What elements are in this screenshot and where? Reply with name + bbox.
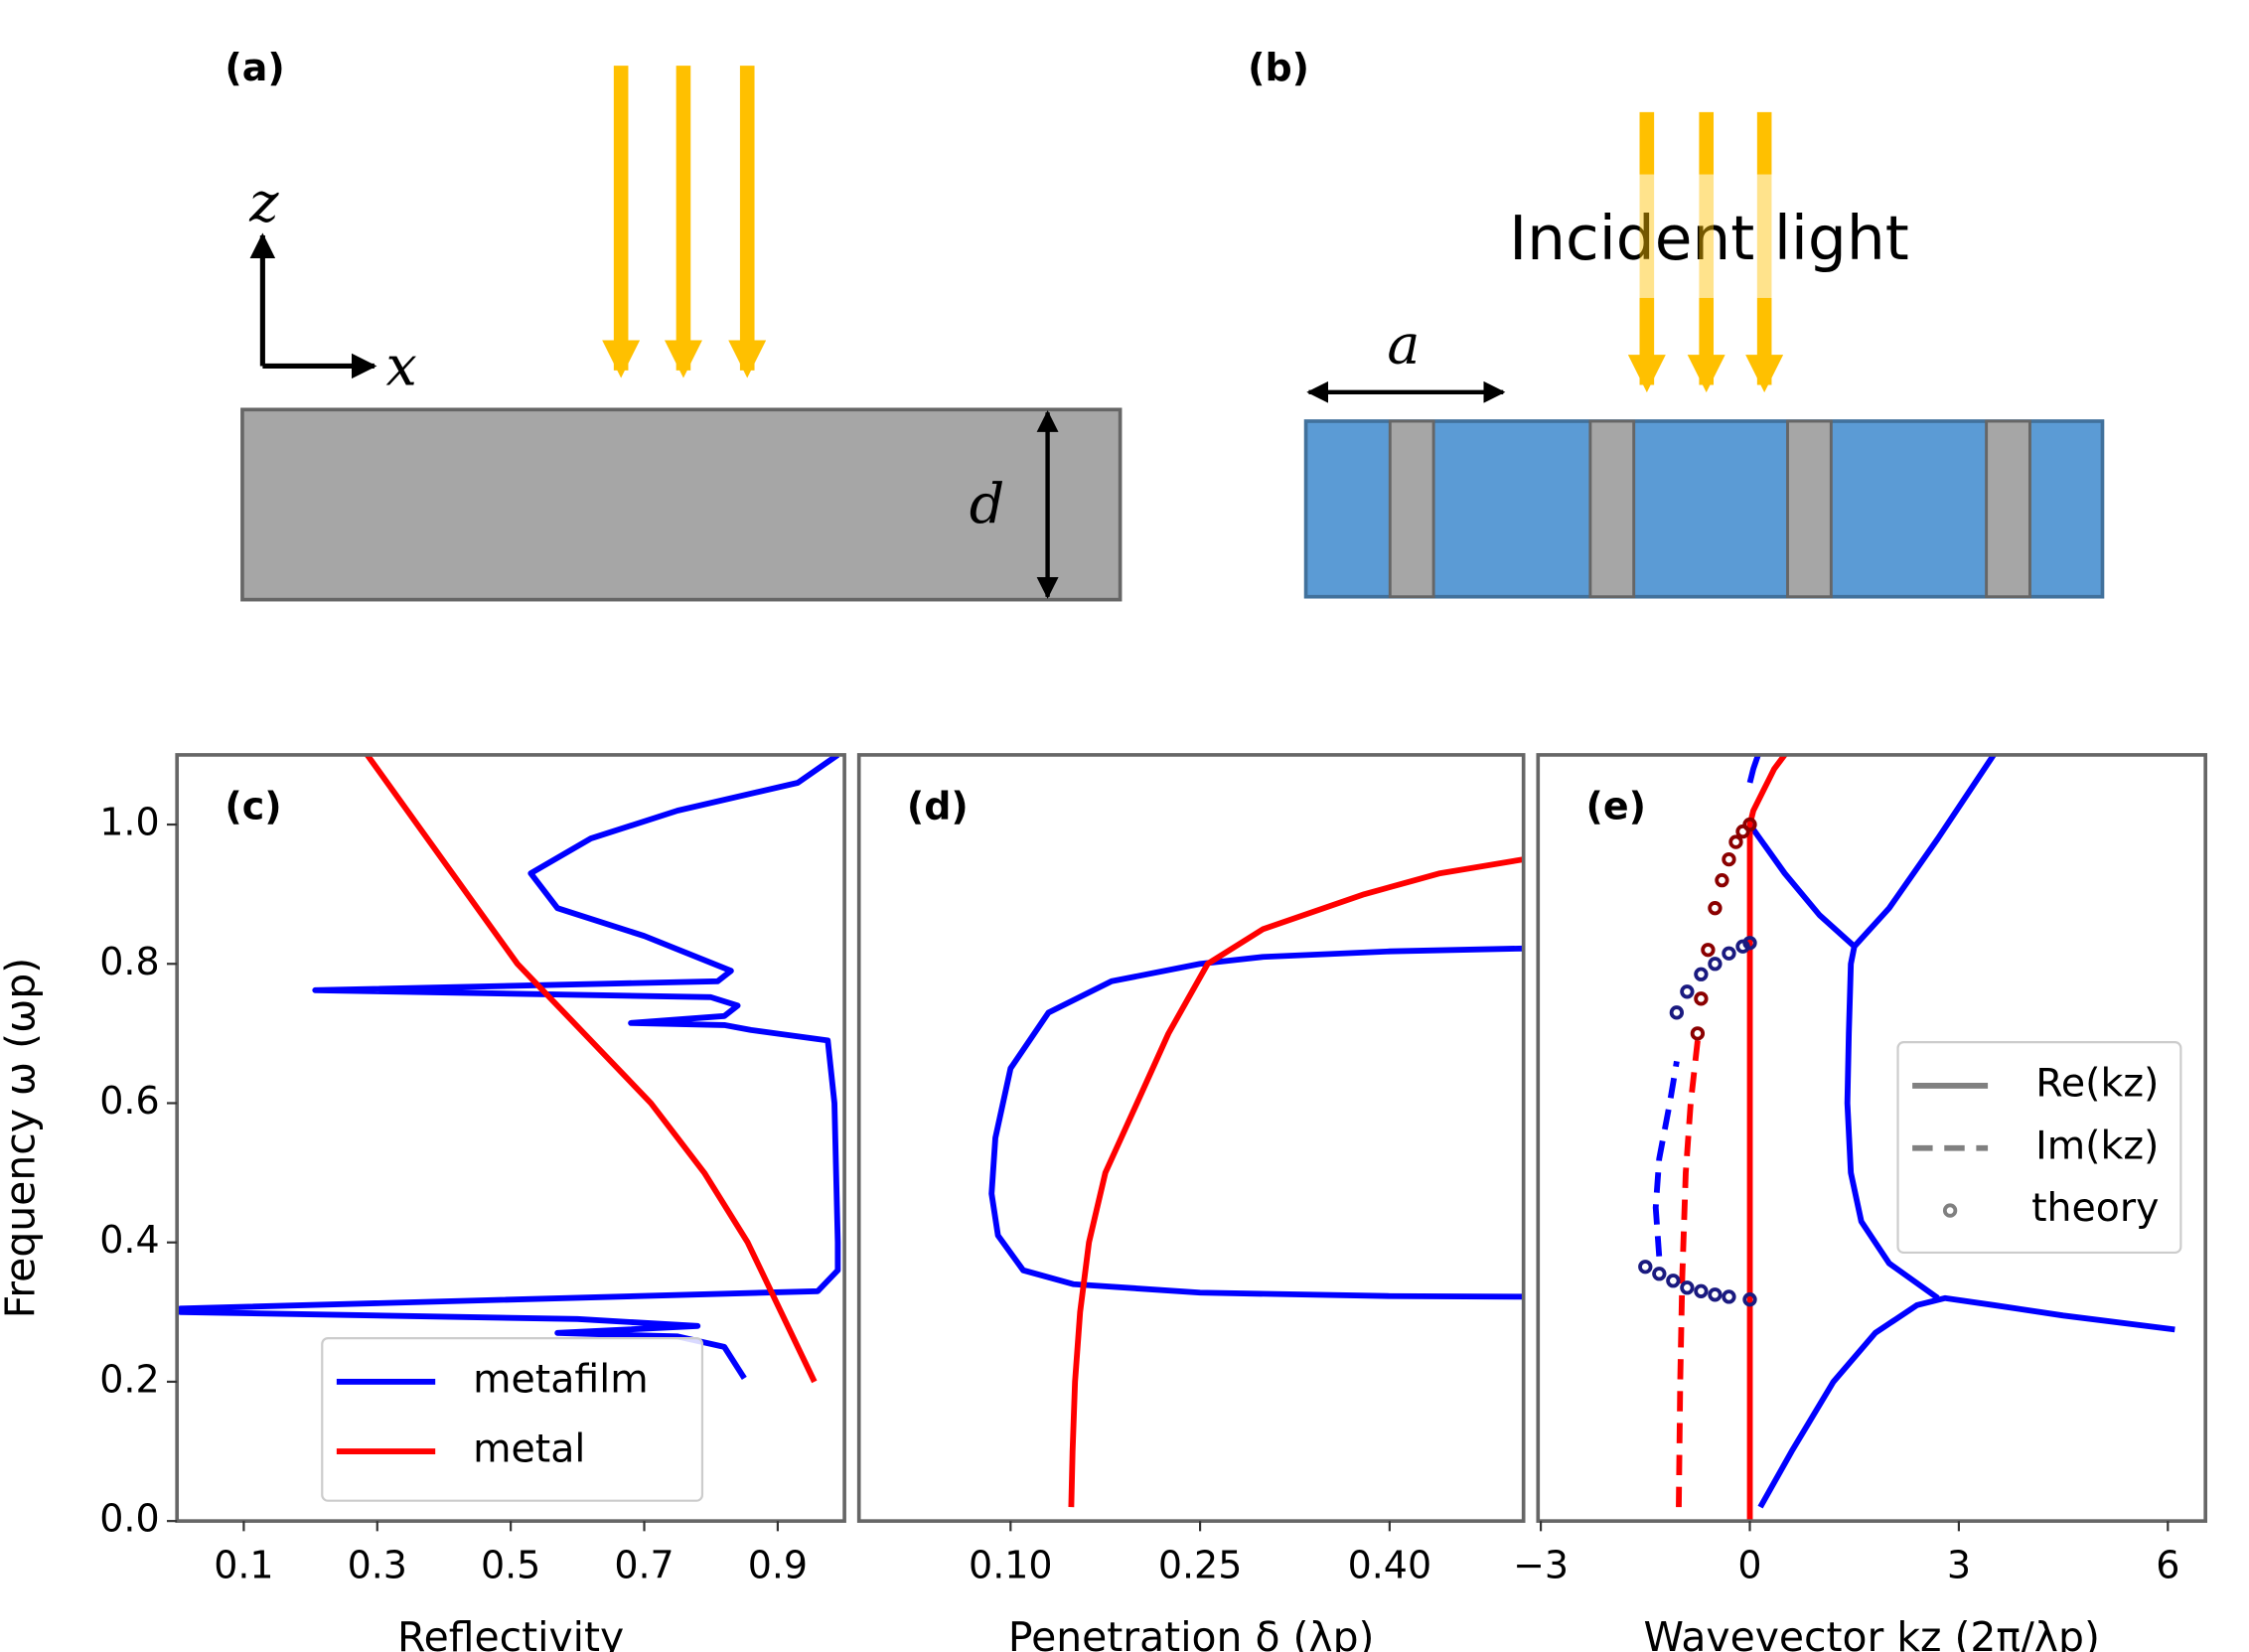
data-line: [365, 754, 818, 1384]
diagram-a: (a) z x d: [225, 46, 1123, 602]
x-tick-label: 0.5: [481, 1543, 540, 1586]
theory-marker: [1722, 946, 1736, 961]
theory-marker: [1669, 1005, 1685, 1020]
metal-strip: [1388, 419, 1435, 599]
data-line: [1844, 946, 1940, 1301]
z-label: z: [248, 170, 279, 234]
legend-label: metal: [473, 1427, 585, 1472]
panel-label: (c): [225, 784, 281, 827]
y-axis-label: Frequency ω (ωp): [0, 958, 44, 1318]
incident-light-label: Incident light: [1509, 204, 1909, 274]
x-tick-label: 0.25: [1158, 1543, 1243, 1586]
y-tick-label: 1.0: [99, 801, 159, 844]
x-tick-label: 0.1: [214, 1543, 273, 1586]
panel-label: (d): [907, 784, 969, 827]
plot-frame: [856, 753, 1526, 1523]
panel-label: (a): [225, 46, 284, 89]
data-line: [177, 754, 841, 1380]
theory-marker: [1708, 957, 1723, 972]
metal-strip: [1985, 419, 2031, 599]
x-tick-label: 0.7: [614, 1543, 674, 1586]
y-tick-label: 0.6: [99, 1079, 159, 1123]
theory-marker: [1652, 1267, 1667, 1281]
y-tick-label: 0.2: [99, 1357, 159, 1401]
theory-marker: [1722, 1289, 1736, 1304]
x-label: x: [386, 334, 417, 398]
x-tick-label: 0: [1737, 1543, 1761, 1586]
theory-marker: [1715, 872, 1729, 888]
chart: 0.10 0.25 0.40 (d) Penetration δ (λp): [856, 753, 1526, 1652]
legend-marker: [1942, 1203, 1958, 1218]
thickness-label: d: [970, 472, 1005, 536]
panel-label: (e): [1585, 784, 1645, 827]
chart: 0.1 0.3 0.5 0.7 0.9 0.0 0.2 0.4 0.6 0.8 1.0 (c) Refl…: [0, 753, 846, 1652]
legend-box: [1896, 1041, 2182, 1255]
diagram-b: (b) a Incident light: [1248, 46, 2105, 599]
legend-label: theory: [2031, 1185, 2159, 1231]
x-axis-label: Wavevector kz (2π/λp): [1644, 1613, 2100, 1652]
x-axis-label: Penetration δ (λp): [1008, 1613, 1375, 1652]
x-tick-label: 3: [1947, 1543, 1971, 1586]
data-line: [1757, 1294, 2175, 1509]
data-line: [1747, 754, 1997, 950]
data-line: [1746, 754, 1761, 784]
x-tick-label: 0.10: [969, 1543, 1053, 1586]
x-tick-label: 6: [2156, 1543, 2179, 1586]
plot-frame: [1536, 753, 2208, 1523]
y-tick-label: 0.0: [99, 1497, 159, 1541]
theory-marker: [1742, 936, 1757, 951]
theory-marker: [1722, 851, 1736, 867]
chart: −3 0 3 6 (e) Wavevector kz (2π/λp) Re(kz) Im(kz…: [1513, 753, 2208, 1652]
theory-marker: [1708, 901, 1723, 916]
theory-marker: [1728, 834, 1743, 849]
theory-marker: [1742, 1292, 1757, 1307]
theory-marker: [1638, 1260, 1653, 1275]
theory-marker: [1708, 1287, 1723, 1302]
legend-label: Im(kz): [2035, 1123, 2159, 1168]
theory-marker: [1701, 943, 1716, 958]
theory-marker: [1694, 991, 1709, 1006]
legend-label: metafilm: [473, 1356, 648, 1402]
legend-label: Re(kz): [2035, 1060, 2159, 1106]
period-label: a: [1387, 312, 1420, 376]
panel-label: (b): [1248, 46, 1309, 89]
data-line: [988, 945, 1524, 1300]
data-line: [1652, 1060, 1680, 1257]
theory-marker: [1694, 967, 1709, 981]
plot-area: [177, 754, 841, 1384]
theory-marker: [1680, 1280, 1695, 1295]
x-tick-label: 0.40: [1348, 1543, 1432, 1586]
metal-strip: [1588, 419, 1636, 599]
x-tick-label: 0.9: [748, 1543, 808, 1586]
theory-marker: [1742, 817, 1757, 832]
metal-strip: [1786, 419, 1833, 599]
legend: metafilm metal: [321, 1337, 704, 1502]
theory-marker: [1735, 824, 1750, 839]
y-tick-label: 0.8: [99, 940, 159, 983]
theory-marker: [1666, 1274, 1681, 1288]
data-line: [1068, 856, 1524, 1508]
y-tick-label: 0.4: [99, 1218, 159, 1262]
theory-marker: [1694, 1283, 1709, 1298]
plot-area: [988, 856, 1524, 1508]
x-tick-label: 0.3: [348, 1543, 407, 1586]
legend: Re(kz) Im(kz) theory: [1896, 1041, 2182, 1255]
light-arrows: [1627, 111, 1784, 393]
plot-area: [1638, 754, 2175, 1522]
theory-marker: [1690, 1026, 1706, 1041]
metafilm-slab: [1303, 419, 2105, 599]
x-tick-label: −3: [1513, 1543, 1569, 1586]
theory-marker: [1680, 984, 1695, 999]
metal-slab: [240, 407, 1123, 602]
data-line: [1746, 754, 1788, 1522]
x-axis-label: Reflectivity: [397, 1613, 624, 1652]
data-line: [1676, 1040, 1701, 1508]
